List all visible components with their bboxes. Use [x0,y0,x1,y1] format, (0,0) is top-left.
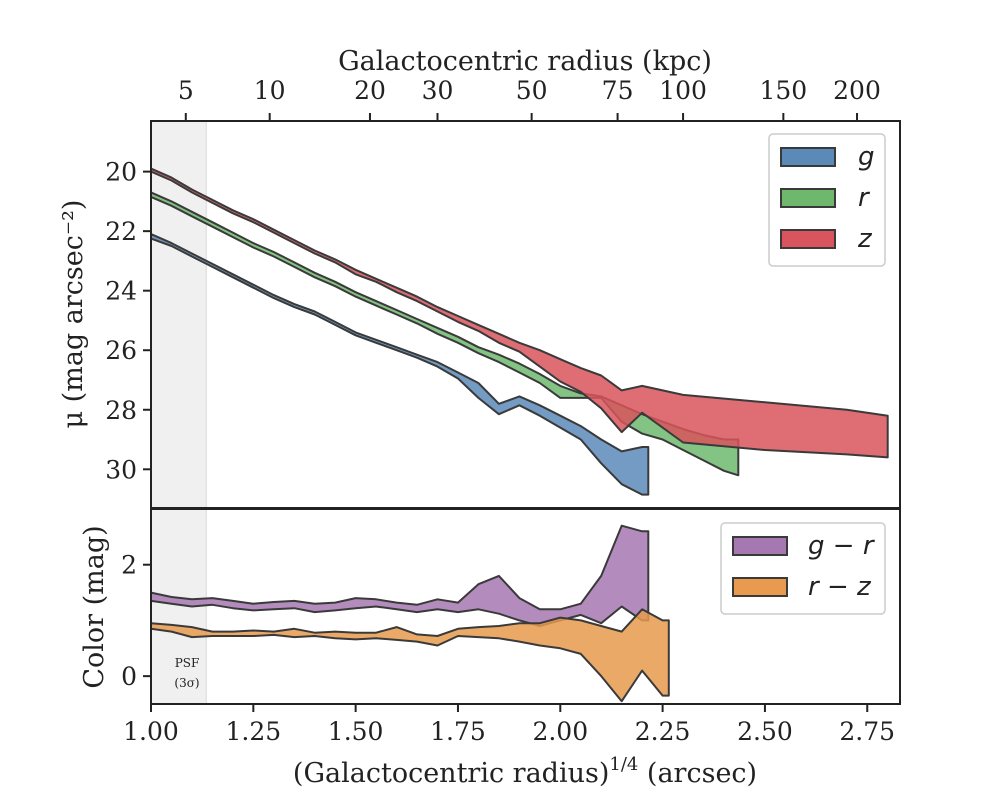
band-r [150,191,740,477]
top-x-tick-label: 30 [422,76,454,105]
bottom-x-tick-label: 1.75 [430,717,486,746]
top-y-tick-label: 24 [105,277,137,306]
legend-label-r: r [858,183,871,213]
top-legend: g r z [768,133,886,267]
legend-swatch-g-r [732,536,788,556]
top-y-tick-label: 28 [105,396,137,425]
bottom-plot-frame [150,508,901,705]
legend-label-g: g [858,142,875,172]
band-z [150,167,889,459]
top-x-tick-label: 150 [759,76,807,105]
band-g [150,233,650,496]
bottom-y-tick-label: 2 [121,551,137,580]
top-x-tick-label: 10 [254,76,286,105]
top-y-ticks: 20 22 24 26 28 30 [105,158,151,484]
bottom-legend: g − r r − z [720,522,886,615]
top-x-tick-label: 200 [833,76,881,105]
top-y-tick-label: 30 [105,455,137,484]
legend-swatch-r-z [732,577,788,597]
bottom-y-ticks: 02 [121,551,151,691]
band-r-z [150,608,670,703]
bottom-x-tick-label: 1.00 [123,717,179,746]
color-panel: 02 1.00 1.25 1.50 1.75 2.00 2.25 2.50 2.75 PSF … [79,508,901,789]
bottom-x-tick-label: 2.25 [635,717,691,746]
psf-band-top [150,120,207,509]
legend-swatch-z [780,229,836,249]
legend-label-g-r: g − r [808,531,876,561]
top-y-axis-label: μ (mag arcsec⁻²) [58,200,89,429]
top-x-tick-label: 5 [178,76,194,105]
psf-sigma-label: (3σ) [174,676,199,690]
top-x-tick-label: 50 [516,76,548,105]
bottom-y-axis-label: Color (mag) [79,525,110,688]
top-x-tick-label: 100 [659,76,707,105]
top-y-tick-label: 26 [105,336,137,365]
color-bands [150,524,670,703]
top-axis-label: Galactocentric radius (kpc) [338,46,712,77]
bottom-x-tick-label: 2.75 [839,717,895,746]
top-x-tick-label: 75 [602,76,634,105]
legend-label-r-z: r − z [808,572,872,602]
brightness-bands [150,167,889,496]
bottom-x-tick-label: 1.25 [225,717,281,746]
bottom-x-ticks: 1.00 1.25 1.50 1.75 2.00 2.25 2.50 2.75 [123,704,895,746]
bottom-x-tick-label: 1.50 [328,717,384,746]
bottom-x-axis-label: (Galactocentric radius)1/4 (arcsec) [293,754,757,789]
top-secondary-x-ticks: 5 10 20 30 50 75 100 150 200 [178,76,881,121]
legend-label-z: z [857,224,873,254]
bottom-x-tick-label: 2.00 [532,717,588,746]
psf-label: PSF [175,656,200,670]
bottom-y-tick-label: 0 [121,662,137,691]
bottom-x-tick-label: 2.50 [737,717,793,746]
top-x-tick-label: 20 [354,76,386,105]
legend-swatch-r [780,188,836,208]
legend-swatch-g [780,147,836,167]
top-y-tick-label: 22 [105,217,137,246]
top-y-tick-label: 20 [105,158,137,187]
